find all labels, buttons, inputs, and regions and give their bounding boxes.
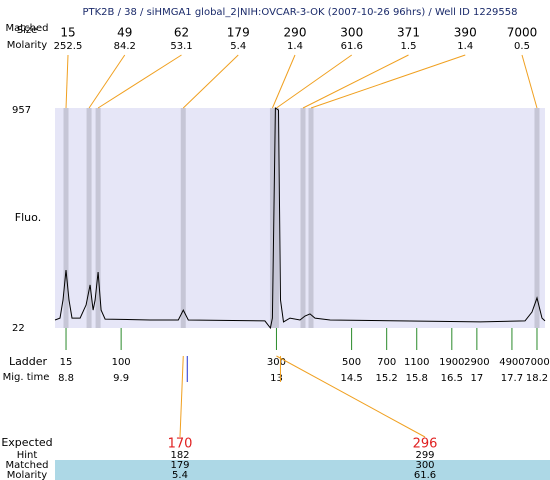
peak-band (534, 108, 540, 328)
ladder-size: 500 (342, 357, 361, 368)
peak-connector (182, 54, 239, 109)
ladder-time: 15.8 (406, 373, 428, 384)
ladder-time: 16.5 (441, 373, 463, 384)
expected-label: Expected (1, 436, 52, 449)
hint: 182 (170, 450, 189, 461)
peak-band (273, 108, 279, 328)
hint-label: Hint (17, 450, 38, 461)
ladder-size: 700 (377, 357, 396, 368)
molarity: 5.4 (172, 470, 188, 480)
peak-molarity: 61.6 (341, 41, 363, 52)
ladder-time: 13 (270, 373, 283, 384)
peak-size: 371 (397, 26, 420, 40)
peak-molarity: 1.4 (287, 41, 303, 52)
ladder-size: 15 (60, 357, 73, 368)
ladder-time: 9.9 (113, 373, 129, 384)
peak-connector (65, 54, 69, 109)
ladder-time: 15.2 (376, 373, 398, 384)
matched-band (55, 460, 550, 480)
expected-connector (276, 355, 426, 438)
peak-band (86, 108, 92, 328)
peak-connector (310, 54, 466, 109)
ladder-size: 2900 (464, 357, 489, 368)
peak-size: 390 (454, 26, 477, 40)
ladder-time: 17.7 (501, 373, 523, 384)
ladder-size: 7000 (524, 357, 549, 368)
row-label: Molarity (7, 40, 47, 51)
ladder-time: 17 (470, 373, 483, 384)
peak-molarity: 1.5 (401, 41, 417, 52)
ladder-size: 100 (112, 357, 131, 368)
title: PTK2B / 38 / siHMGA1 global_2|NIH:OVCAR-… (82, 7, 517, 18)
peak-connector (88, 54, 126, 109)
expected-size: 170 (168, 437, 193, 452)
hint: 299 (415, 450, 434, 461)
peak-band (300, 108, 306, 328)
peak-band (180, 108, 186, 328)
y-label: Fluo. (15, 211, 41, 224)
peak-connector (271, 54, 296, 109)
peak-size: 7000 (507, 26, 538, 40)
expected-connector (179, 355, 184, 438)
peak-size: 15 (60, 26, 75, 40)
peak-molarity: 252.5 (54, 41, 83, 52)
peak-size: 49 (117, 26, 132, 40)
molarity: 61.6 (414, 470, 436, 480)
peak-connector (521, 54, 538, 109)
peak-connector (302, 54, 409, 109)
ladder-size: 1900 (439, 357, 464, 368)
peak-connector (276, 54, 353, 109)
peak-band (308, 108, 314, 328)
y-tick-label: 22 (12, 323, 25, 334)
matched-label: Matched (5, 460, 48, 471)
peak-size: 290 (284, 26, 307, 40)
ladder-size: 4900 (499, 357, 524, 368)
mig-time-label: Mig. time (3, 372, 50, 383)
ladder-label: Ladder (9, 355, 48, 368)
row-label: Matched (5, 23, 48, 34)
expected-size: 296 (413, 437, 438, 452)
ladder-time: 18.2 (526, 373, 548, 384)
peak-molarity: 1.4 (457, 41, 473, 52)
peak-band (63, 108, 69, 328)
ladder-time: 8.8 (58, 373, 74, 384)
peak-band (95, 108, 101, 328)
peak-size: 300 (340, 26, 363, 40)
matched: 300 (415, 460, 434, 471)
peak-size: 179 (227, 26, 250, 40)
matched: 179 (170, 460, 189, 471)
peak-band (269, 108, 275, 328)
ladder-size: 300 (267, 357, 286, 368)
molarity-label: Molarity (7, 470, 47, 480)
peak-molarity: 5.4 (230, 41, 246, 52)
peak-molarity: 53.1 (170, 41, 192, 52)
peak-connector (97, 54, 182, 109)
ladder-time: 14.5 (340, 373, 362, 384)
peak-molarity: 0.5 (514, 41, 530, 52)
trace (54, 107, 546, 330)
peak-molarity: 84.2 (114, 41, 136, 52)
peak-size: 62 (174, 26, 189, 40)
y-tick-label: 957 (12, 105, 31, 116)
plot-area (55, 108, 545, 328)
row-label: Size (17, 25, 38, 36)
ladder-size: 1100 (404, 357, 429, 368)
